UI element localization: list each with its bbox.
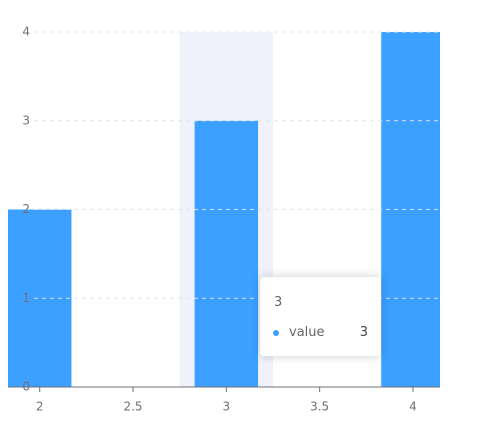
x-tick-label: 4 xyxy=(409,400,417,414)
y-tick-label: 1 xyxy=(22,291,30,305)
tooltip-series-name: value xyxy=(289,325,325,340)
y-tick-label: 3 xyxy=(22,113,30,127)
tooltip: 3 value 3 xyxy=(260,277,381,356)
tooltip-value: 3 xyxy=(359,325,368,340)
y-tick-label: 4 xyxy=(22,25,30,39)
bar xyxy=(194,120,259,387)
y-tick-label: 2 xyxy=(22,202,30,216)
x-tick-label: 2 xyxy=(36,400,44,414)
tooltip-title: 3 xyxy=(274,295,283,310)
x-tick-label: 3.5 xyxy=(310,400,329,414)
x-tick-label: 2.5 xyxy=(123,400,142,414)
x-tick-label: 3 xyxy=(223,400,231,414)
tooltip-marker xyxy=(273,330,279,336)
